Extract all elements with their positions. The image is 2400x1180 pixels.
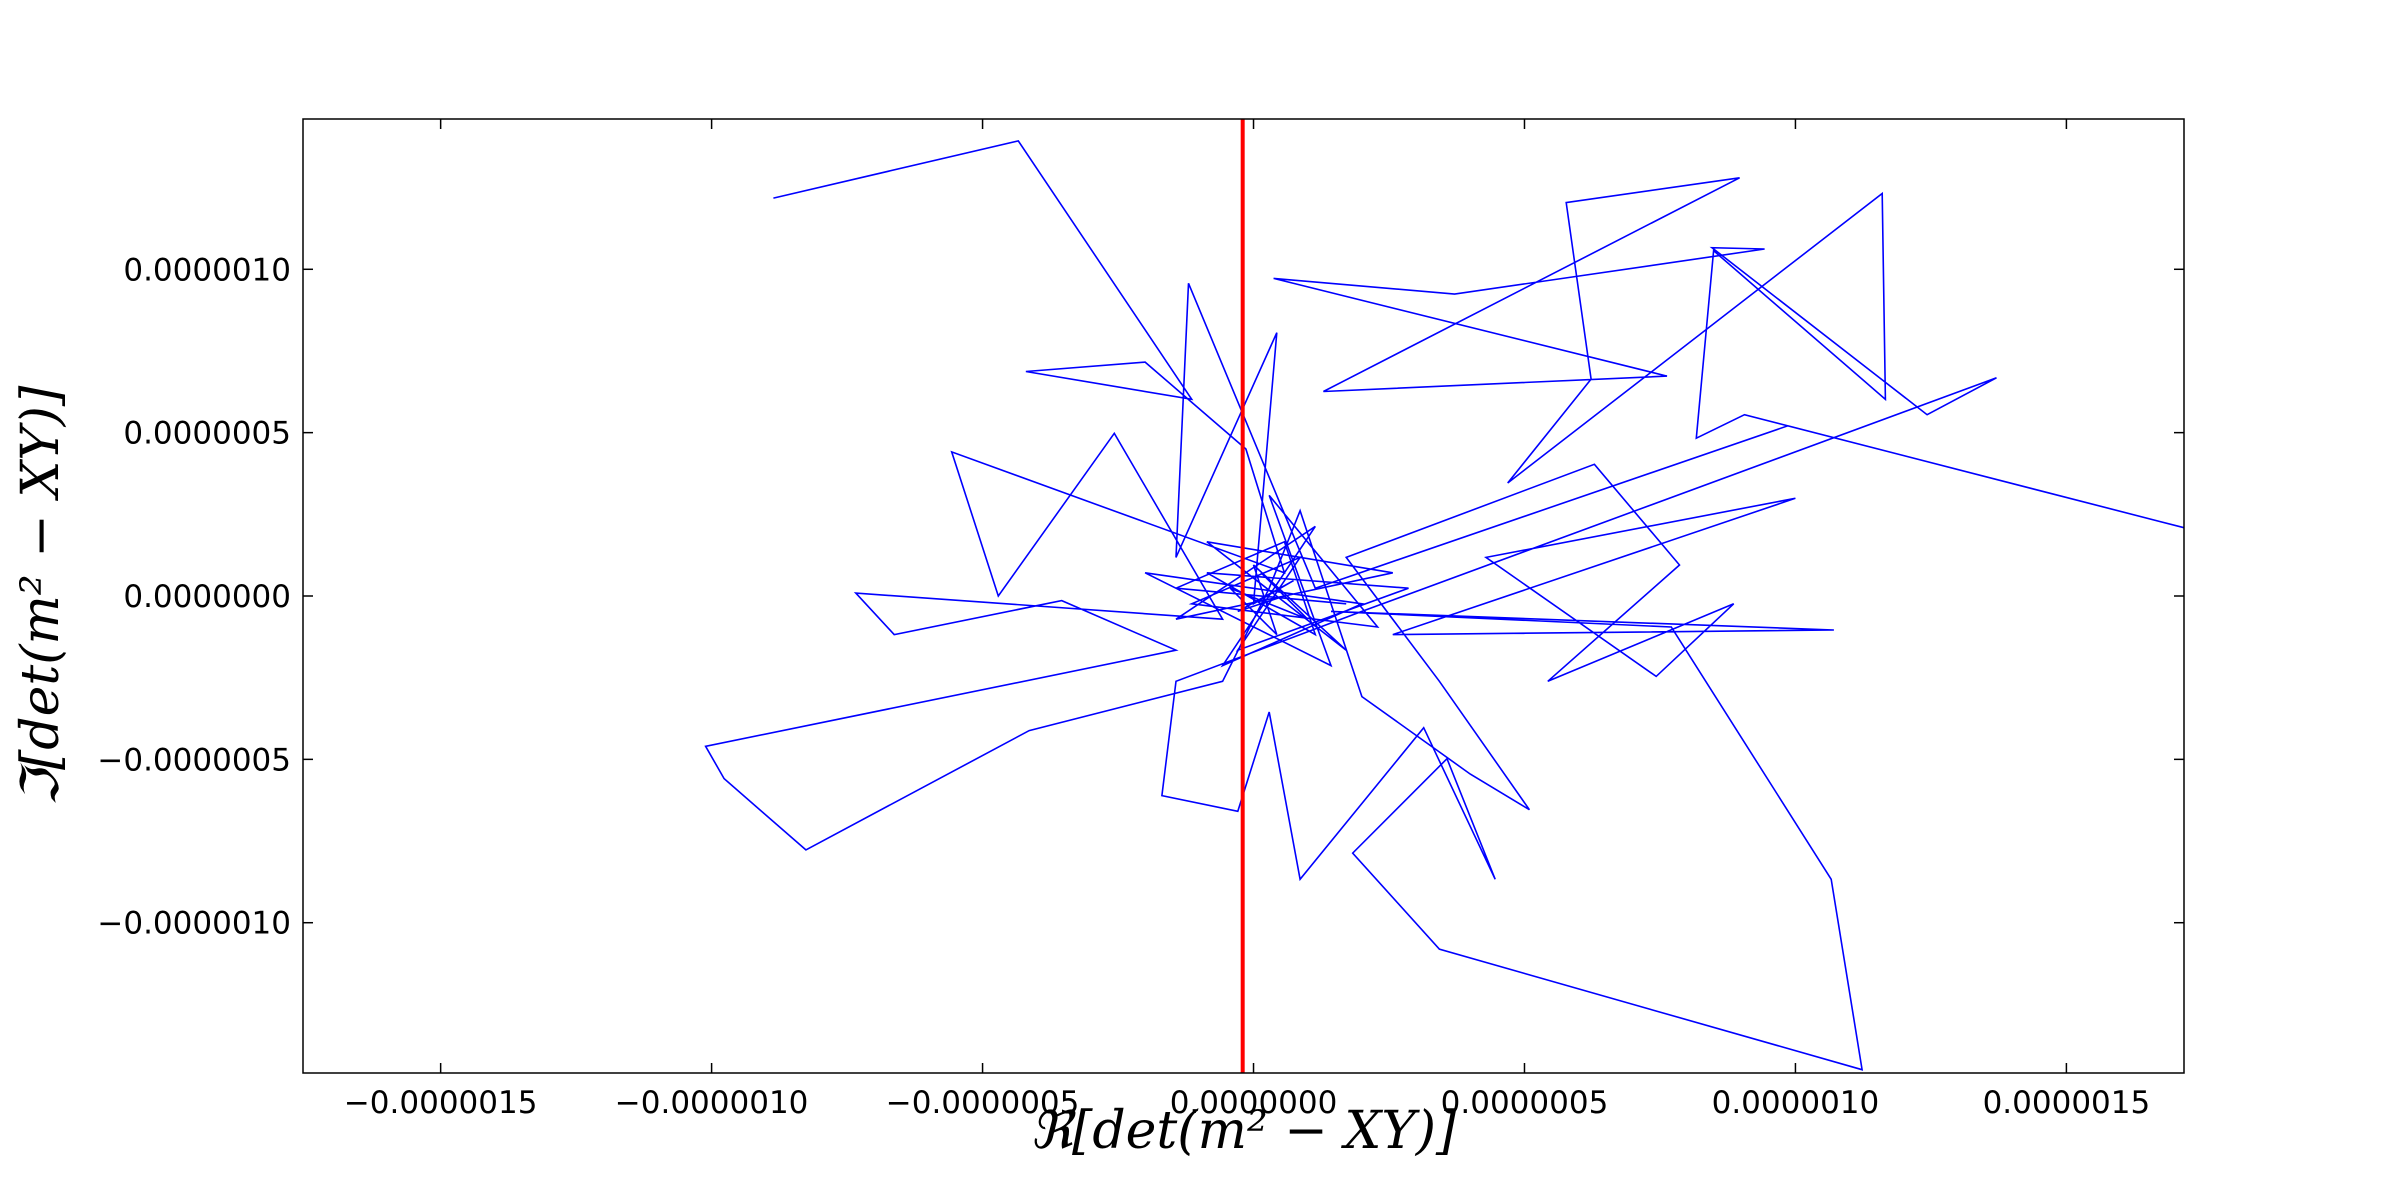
x-tick-label: −0.0000010: [615, 1085, 809, 1121]
x-tick-label: 0.0000015: [1983, 1085, 2151, 1121]
y-tick-label: 0.0000010: [123, 252, 291, 288]
x-tick-label: 0.0000000: [1170, 1085, 1338, 1121]
y-tick-label: −0.0000005: [97, 742, 291, 778]
y-tick-label: −0.0000010: [97, 906, 291, 942]
x-tick-label: 0.0000005: [1441, 1085, 1609, 1121]
x-axis-label: ℜ[det(m² − XY)]: [1030, 1101, 1457, 1161]
y-tick-label: 0.0000000: [123, 579, 291, 615]
y-axis-label: ℑ[det(m² − XY)]: [11, 385, 71, 806]
y-tick-label: 0.0000005: [123, 416, 291, 452]
x-tick-label: −0.0000015: [344, 1085, 538, 1121]
x-tick-label: 0.0000010: [1712, 1085, 1880, 1121]
x-tick-label: −0.0000005: [886, 1085, 1080, 1121]
data-line: [704, 139, 2185, 1071]
